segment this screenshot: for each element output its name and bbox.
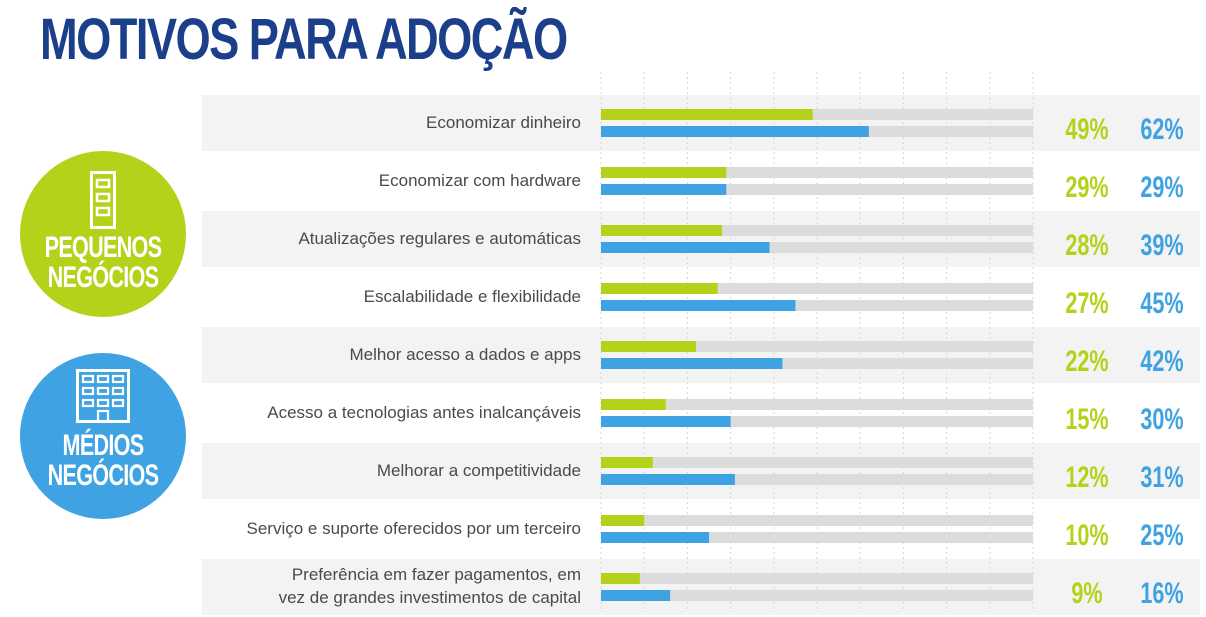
row-background <box>202 95 1200 151</box>
bar-track <box>601 416 1033 427</box>
bar-track <box>601 184 1033 195</box>
data-label-small-business: 12% <box>1065 459 1108 493</box>
category-label: Acesso a tecnologias antes inalcançáveis <box>267 403 581 422</box>
row-background <box>202 559 1200 615</box>
bar-track <box>601 515 1033 526</box>
bar-track <box>601 457 1033 468</box>
bar-small-business <box>601 109 813 120</box>
small-building-icon <box>90 171 116 229</box>
legend-small-business: PEQUENOS NEGÓCIOS <box>20 151 186 317</box>
legend-medium-line1: MÉDIOS <box>62 429 145 462</box>
bar-track <box>601 109 1033 120</box>
bar-track <box>601 300 1033 311</box>
data-label-small-business: 28% <box>1065 227 1108 261</box>
bar-track <box>601 225 1033 236</box>
legend-medium-line2: NEGÓCIOS <box>47 459 159 492</box>
category-label: vez de grandes investimentos de capital <box>279 588 581 607</box>
bar-medium-business <box>601 590 671 601</box>
bar-track <box>601 399 1033 410</box>
row-background <box>202 211 1200 267</box>
bar-track <box>601 532 1033 543</box>
category-label: Serviço e suporte oferecidos por um terc… <box>247 519 582 538</box>
bar-track <box>601 283 1033 294</box>
category-label: Atualizações regulares e automáticas <box>298 229 581 248</box>
bar-small-business <box>601 283 718 294</box>
legend-small-line1: PEQUENOS <box>44 231 162 264</box>
data-label-medium-business: 45% <box>1140 285 1183 319</box>
row-background <box>202 443 1200 499</box>
bar-small-business <box>601 573 640 584</box>
data-label-small-business: 15% <box>1065 401 1108 435</box>
data-label-medium-business: 42% <box>1140 343 1183 377</box>
data-label-small-business: 49% <box>1065 111 1108 145</box>
bar-track <box>601 341 1033 352</box>
bar-medium-business <box>601 474 735 485</box>
bar-track <box>601 242 1033 253</box>
legend-small-line2: NEGÓCIOS <box>47 261 159 294</box>
page-title: MOTIVOS PARA ADOÇÃO <box>40 7 568 72</box>
bar-medium-business <box>601 532 709 543</box>
bar-medium-business <box>601 358 783 369</box>
row-background <box>202 327 1200 383</box>
bar-small-business <box>601 457 653 468</box>
legend-medium-business: MÉDIOS NEGÓCIOS <box>20 353 186 519</box>
data-label-small-business: 27% <box>1065 285 1108 319</box>
bar-medium-business <box>601 242 770 253</box>
category-label: Melhorar a competitividade <box>377 461 581 480</box>
data-label-medium-business: 30% <box>1140 401 1183 435</box>
data-label-small-business: 29% <box>1065 169 1108 203</box>
bar-track <box>601 573 1033 584</box>
bar-medium-business <box>601 126 869 137</box>
data-label-small-business: 22% <box>1065 343 1108 377</box>
category-label: Melhor acesso a dados e apps <box>349 345 581 364</box>
category-label: Preferência em fazer pagamentos, em <box>292 565 581 584</box>
data-label-medium-business: 31% <box>1140 459 1183 493</box>
bar-medium-business <box>601 184 727 195</box>
data-label-medium-business: 39% <box>1140 227 1183 261</box>
data-label-medium-business: 16% <box>1140 575 1183 609</box>
category-label: Economizar dinheiro <box>426 113 581 132</box>
data-label-medium-business: 62% <box>1140 111 1183 145</box>
bar-small-business <box>601 399 666 410</box>
data-label-medium-business: 29% <box>1140 169 1183 203</box>
bar-track <box>601 590 1033 601</box>
bar-small-business <box>601 515 645 526</box>
bar-track <box>601 474 1033 485</box>
category-label: Escalabilidade e flexibilidade <box>364 287 581 306</box>
bar-small-business <box>601 225 722 236</box>
bar-medium-business <box>601 300 796 311</box>
data-label-small-business: 9% <box>1071 575 1102 609</box>
data-label-small-business: 10% <box>1065 517 1108 551</box>
category-label: Economizar com hardware <box>379 171 581 190</box>
bar-small-business <box>601 167 727 178</box>
bar-small-business <box>601 341 697 352</box>
large-building-icon <box>76 369 130 423</box>
bar-medium-business <box>601 416 731 427</box>
data-label-medium-business: 25% <box>1140 517 1183 551</box>
bar-track <box>601 358 1033 369</box>
bar-track <box>601 167 1033 178</box>
